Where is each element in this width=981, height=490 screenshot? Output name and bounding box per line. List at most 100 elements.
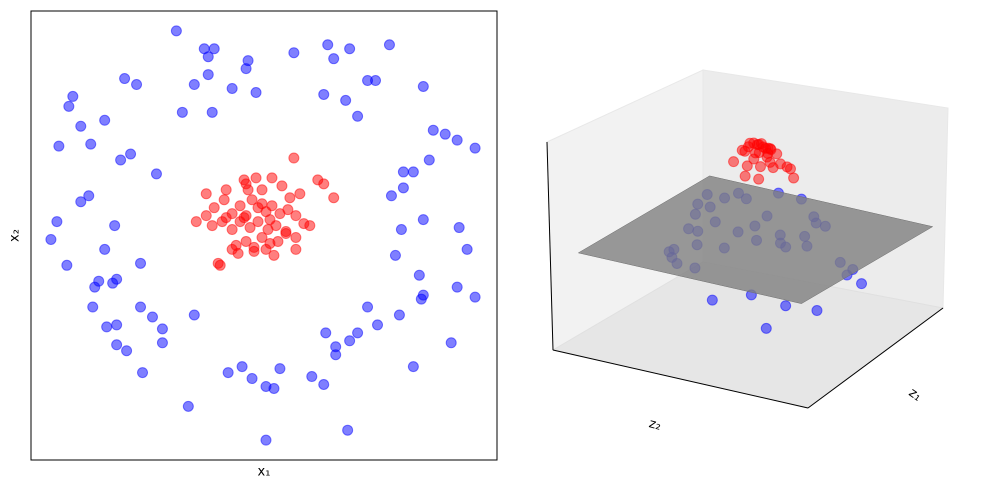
- point: [760, 322, 772, 334]
- point: [202, 69, 214, 81]
- point: [266, 200, 278, 212]
- point: [774, 158, 786, 170]
- point: [256, 231, 268, 243]
- point: [208, 202, 220, 214]
- point: [53, 140, 65, 152]
- point: [232, 247, 244, 259]
- point: [252, 216, 264, 228]
- point: [288, 47, 300, 59]
- point: [280, 226, 292, 238]
- point: [214, 259, 226, 271]
- point: [469, 291, 481, 303]
- point: [282, 204, 294, 216]
- point: [75, 120, 87, 132]
- point: [439, 128, 451, 140]
- point: [137, 367, 149, 379]
- point: [395, 224, 407, 236]
- point: [469, 142, 481, 154]
- point: [753, 147, 765, 159]
- plot-frame: [30, 10, 498, 461]
- point: [256, 184, 268, 196]
- point: [451, 134, 463, 146]
- point: [268, 382, 280, 394]
- point: [150, 168, 162, 180]
- point: [764, 156, 776, 168]
- point: [156, 323, 168, 335]
- point: [856, 278, 868, 290]
- point: [330, 349, 342, 361]
- point: [445, 337, 457, 349]
- point: [780, 300, 792, 312]
- point: [111, 319, 123, 331]
- point: [284, 192, 296, 204]
- point: [206, 106, 218, 118]
- point: [226, 224, 238, 236]
- point: [383, 39, 395, 51]
- point: [226, 82, 238, 94]
- point: [342, 424, 354, 436]
- point: [290, 210, 302, 222]
- point: [206, 220, 218, 232]
- point: [389, 249, 401, 261]
- point: [256, 198, 268, 210]
- point: [340, 94, 352, 106]
- point: [131, 79, 143, 91]
- point: [370, 75, 382, 87]
- y-axis-label: x₂: [8, 229, 23, 242]
- point: [754, 161, 766, 173]
- point: [344, 43, 356, 55]
- point: [453, 222, 465, 234]
- point: [250, 172, 262, 184]
- point: [413, 269, 425, 281]
- point: [753, 173, 765, 185]
- point: [63, 100, 75, 112]
- point: [146, 311, 158, 323]
- point: [274, 363, 286, 375]
- axis-line: [552, 349, 809, 409]
- point: [318, 178, 330, 190]
- point: [176, 106, 188, 118]
- point: [706, 294, 718, 306]
- point: [294, 188, 306, 200]
- point: [344, 335, 356, 347]
- point: [87, 301, 99, 313]
- point: [728, 156, 740, 168]
- point: [99, 114, 111, 126]
- point: [290, 231, 302, 243]
- point: [250, 86, 262, 98]
- point: [244, 222, 256, 234]
- point: [322, 39, 334, 51]
- point: [260, 434, 272, 446]
- point: [190, 216, 202, 228]
- point: [67, 90, 79, 102]
- point: [242, 184, 254, 196]
- point: [372, 319, 384, 331]
- point: [385, 190, 397, 202]
- point: [234, 200, 246, 212]
- point: [135, 301, 147, 313]
- point: [461, 243, 473, 255]
- point: [288, 152, 300, 164]
- decision-surface: [577, 175, 934, 304]
- point: [220, 212, 232, 224]
- point: [240, 235, 252, 247]
- point: [182, 400, 194, 412]
- point: [260, 243, 272, 255]
- point: [61, 259, 73, 271]
- point: [393, 309, 405, 321]
- point: [101, 321, 113, 333]
- point: [407, 166, 419, 178]
- point: [240, 63, 252, 75]
- point: [739, 170, 751, 182]
- point: [238, 212, 250, 224]
- point: [397, 182, 409, 194]
- axis-line: [807, 307, 944, 409]
- point: [83, 190, 95, 202]
- point: [276, 180, 288, 192]
- point: [45, 233, 57, 245]
- point: [220, 184, 232, 196]
- point: [119, 73, 131, 85]
